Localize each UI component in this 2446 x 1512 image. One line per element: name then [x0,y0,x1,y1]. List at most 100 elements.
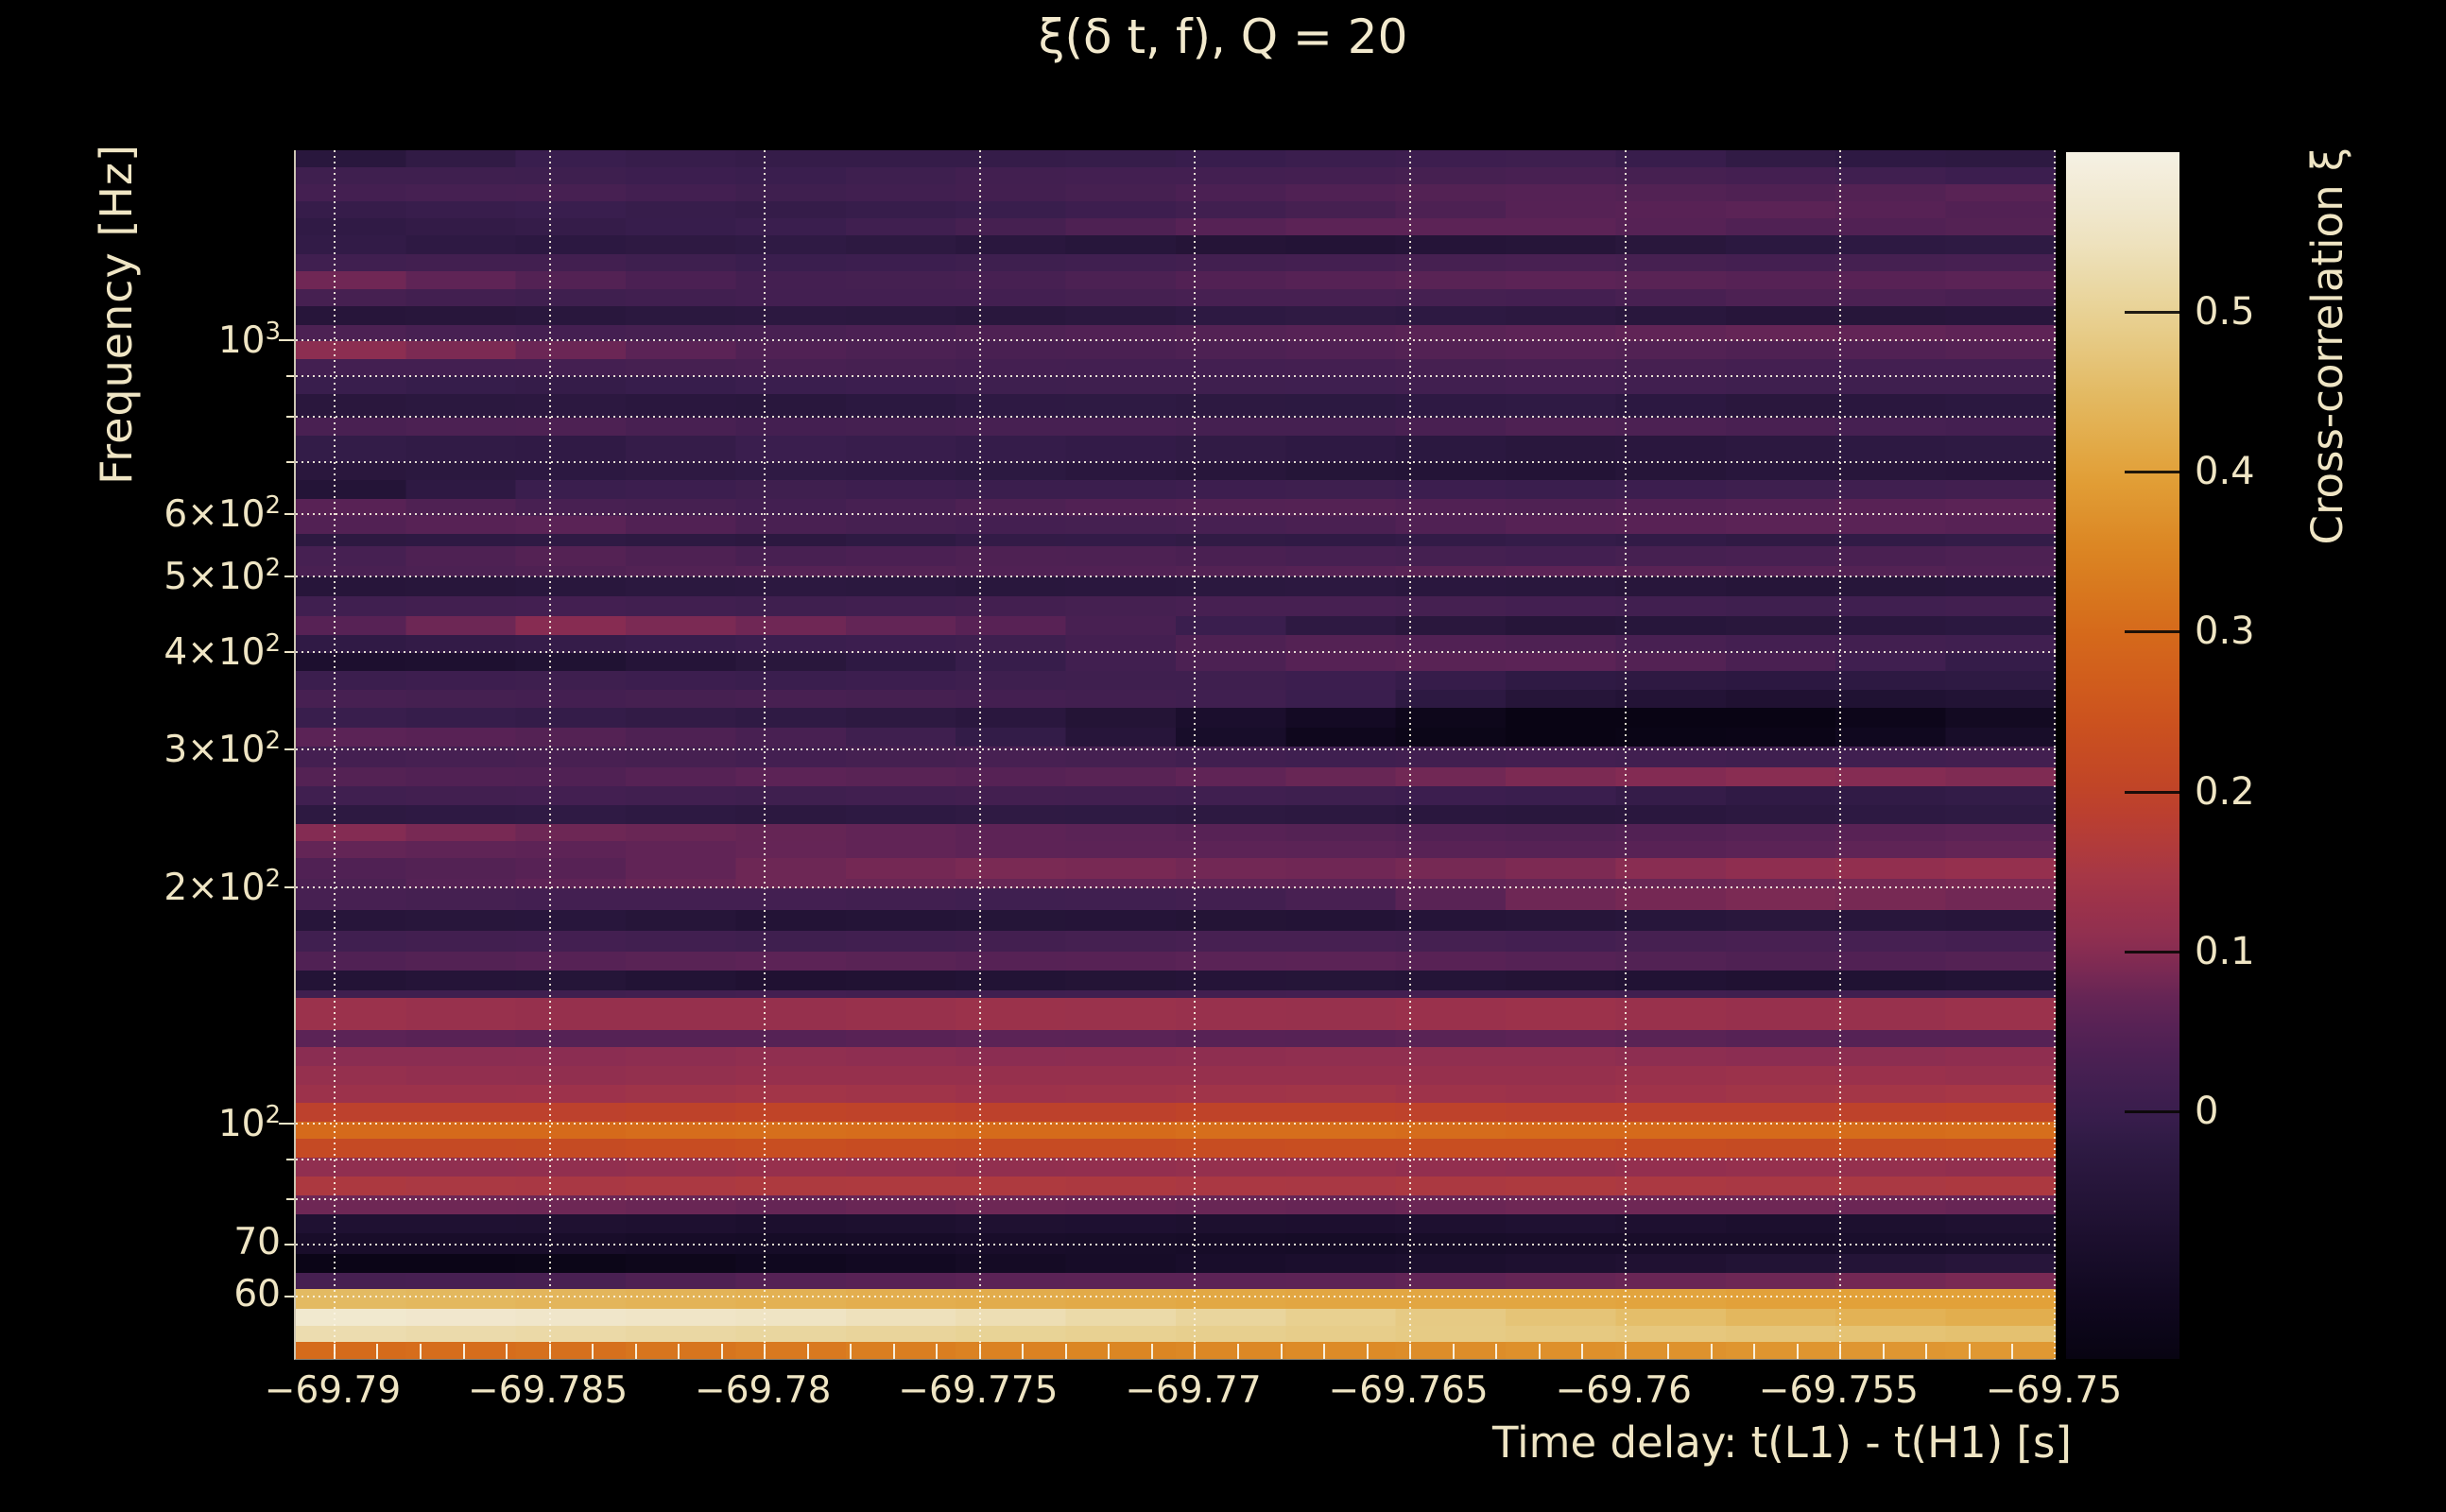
horizontal-gridline [296,1122,2056,1125]
horizontal-gridline [296,886,2056,889]
heatmap-row [296,166,2056,184]
heatmap-row [296,823,2056,841]
heatmap-row [296,270,2056,289]
vertical-gridline [333,150,336,1359]
x-minor-tick [376,1344,379,1359]
vertical-gridline [978,150,981,1359]
heatmap-row [296,253,2056,271]
heatmap-row [296,595,2056,616]
heatmap-row [296,498,2056,516]
horizontal-gridline [296,1158,2056,1160]
heatmap-row [296,930,2056,952]
x-minor-tick [892,1344,895,1359]
colorbar-tick [2125,1109,2179,1113]
x-tick-label: −69.775 [898,1369,1059,1412]
vertical-gridline [2054,150,2056,1359]
x-minor-tick [1022,1344,1025,1359]
horizontal-gridline [296,575,2056,577]
heatmap-row [296,1029,2056,1047]
x-tick-label: −69.79 [264,1369,402,1412]
y-tick [284,748,294,751]
heatmap-row [296,435,2056,462]
x-minor-tick [462,1344,465,1359]
heatmap-row [296,909,2056,931]
x-minor-tick [1323,1344,1326,1359]
heatmap-row [296,634,2056,653]
y-tick [279,1122,294,1125]
heatmap-row [296,1157,2056,1177]
colorbar-tick [2125,311,2179,315]
heatmap-row [296,565,2056,576]
heatmap-row [296,1046,2056,1066]
colorbar-tick [2125,471,2179,474]
heatmap-row [296,970,2056,990]
x-minor-tick [1150,1344,1153,1359]
y-tick [284,513,294,516]
colorbar-tick [2125,790,2179,794]
x-minor-tick [1925,1344,1928,1359]
x-minor-tick [1280,1344,1283,1359]
x-minor-tick [1366,1344,1369,1359]
heatmap-row [296,857,2056,879]
horizontal-gridline [296,460,2056,463]
heatmap-row [296,766,2056,786]
heatmap-row [296,1341,2056,1359]
vertical-gridline [764,150,767,1359]
heatmap-row [296,1176,2056,1195]
heatmap-image [296,150,2056,1359]
x-minor-tick [1108,1344,1111,1359]
y-tick-label: 103 [217,318,281,363]
heatmap-row [296,746,2056,767]
heatmap-row [296,727,2056,747]
x-minor-tick [720,1344,723,1359]
x-minor-tick [2011,1344,2014,1359]
colorbar-tick-label: 0.3 [2195,610,2255,654]
y-tick-label: 4×102 [164,628,281,674]
vertical-gridline [548,150,551,1359]
heatmap-row [296,375,2056,394]
x-minor-tick [420,1344,422,1359]
x-minor-tick [1237,1344,1239,1359]
x-minor-tick [1194,1344,1197,1359]
x-minor-tick [1968,1344,1971,1359]
heatmap-row [296,183,2056,201]
horizontal-gridline [296,650,2056,653]
heatmap-row [296,200,2056,218]
heatmap-row [296,989,2056,998]
horizontal-gridline [296,748,2056,751]
heatmap-row [296,417,2056,436]
heatmap-row [296,461,2056,480]
heatmap-row [296,288,2056,306]
x-minor-tick [548,1344,551,1359]
heatmap-row [296,305,2056,325]
x-minor-tick [506,1344,508,1359]
vertical-gridline [1839,150,1842,1359]
heatmap-row [296,1102,2056,1122]
x-minor-tick [1882,1344,1885,1359]
colorbar-label: Cross-correlation ξ [2302,147,2352,545]
y-minor-tick [286,415,294,418]
y-tick-label: 3×102 [164,727,281,772]
x-tick-label: −69.765 [1328,1369,1489,1412]
heatmap-row [296,545,2056,566]
heatmap-row [296,1232,2056,1254]
x-tick-label: −69.76 [1555,1369,1692,1412]
x-minor-tick [634,1344,637,1359]
heatmap-row [296,324,2056,341]
x-minor-tick [978,1344,981,1359]
horizontal-gridline [296,1197,2056,1200]
heatmap-row [296,234,2056,254]
heatmap-row [296,1325,2056,1342]
y-tick-label: 6×102 [164,491,281,537]
colorbar-tick [2125,630,2179,634]
x-minor-tick [1409,1344,1412,1359]
x-minor-tick [806,1344,809,1359]
colorbar-tick-label: 0.1 [2195,929,2255,973]
heatmap-row [296,1272,2056,1289]
heatmap-row [296,576,2056,596]
x-minor-tick [1796,1344,1799,1359]
y-tick [284,1243,294,1246]
colorbar [2066,152,2179,1359]
heatmap-row [296,1308,2056,1326]
